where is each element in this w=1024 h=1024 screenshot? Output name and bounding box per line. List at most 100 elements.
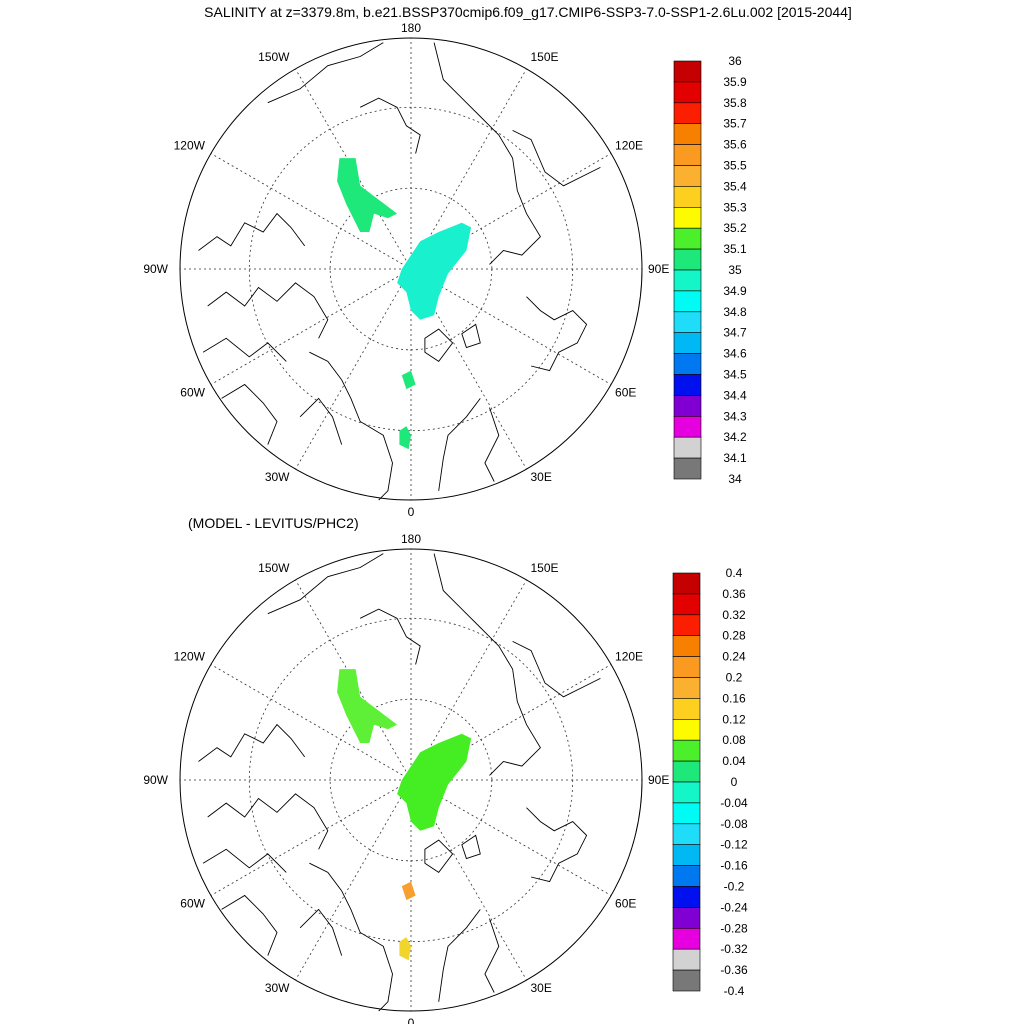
colorbar-swatch [672, 677, 701, 699]
coastline [202, 337, 287, 362]
colorbar-swatch [672, 927, 701, 950]
coastline [267, 42, 384, 104]
colorbar-tick-label: 34.3 [723, 409, 747, 423]
colorbar-swatch [672, 760, 701, 783]
colorbar-tick-label: 35.5 [723, 159, 747, 173]
colorbar-tick-label: 35.8 [723, 96, 747, 110]
colorbar-tick-label: 35.9 [723, 75, 747, 89]
longitude-label-90e: 90E [648, 262, 669, 276]
colorbar-tick-label: 36 [728, 54, 742, 68]
difference-panel-title: (MODEL - LEVITUS/PHC2) [188, 515, 359, 531]
colorbar-tick-label: -0.16 [720, 859, 748, 873]
colorbar-tick-label: 34 [728, 472, 742, 486]
coastline [202, 848, 287, 873]
longitude-label-120w: 120W [174, 650, 206, 664]
colorbar-swatch [673, 374, 702, 396]
colorbar-tick-label: 0.4 [726, 566, 743, 580]
difference-colorbar: 0.4 0.36 0.32 0.28 0.24 0.2 0.16 0.12 0.08 0.04 0 -… [672, 566, 748, 998]
coastline [461, 323, 481, 349]
colorbar-swatch [673, 81, 702, 104]
longitude-label-0: 0 [408, 1016, 415, 1024]
colorbar-tick-label: 34.9 [723, 284, 747, 298]
colorbar-tick-label: 0.12 [722, 712, 746, 726]
colorbar-swatch [673, 102, 702, 125]
coastline [207, 282, 329, 339]
colorbar-swatch [673, 207, 702, 229]
coastline [267, 553, 384, 615]
meridian-gridline [210, 268, 412, 385]
meridian-gridline [410, 268, 527, 470]
colorbar-swatch [672, 886, 701, 908]
colorbar-tick-label: 35.2 [723, 221, 747, 235]
fram-strait-patch [401, 881, 416, 901]
coastline [424, 328, 454, 363]
colorbar-swatch [672, 635, 701, 657]
meridian-gridline [295, 268, 412, 470]
colorbar-tick-label: 35.7 [723, 117, 747, 131]
greenland-sea-patch [399, 426, 411, 450]
colorbar-tick-label: -0.04 [720, 796, 748, 810]
colorbar-swatch [673, 353, 702, 375]
meridian-gridline [210, 779, 412, 896]
colorbar-tick-label: 0 [731, 775, 738, 789]
colorbar-swatch [673, 311, 702, 333]
colorbar-swatch [673, 248, 702, 271]
longitude-label-150w: 150W [258, 561, 290, 575]
eurasian-basin-patch [397, 733, 472, 831]
colorbar-tick-label: -0.4 [724, 984, 745, 998]
colorbar-swatch [673, 123, 702, 145]
greenland-sea-patch [399, 937, 411, 961]
coastline [438, 398, 481, 491]
coastline [433, 42, 541, 265]
colorbar-tick-label: 0.28 [722, 629, 746, 643]
colorbar-swatch [673, 332, 702, 354]
colorbar-tick-label: -0.32 [720, 942, 748, 956]
longitude-label-120e: 120E [615, 650, 643, 664]
colorbar-swatch [672, 844, 701, 866]
colorbar-swatch [672, 781, 701, 804]
coastline [359, 608, 421, 665]
meridian-gridline [410, 68, 527, 270]
colorbar-swatch [673, 290, 702, 313]
colorbar-tick-label: 34.2 [723, 430, 747, 444]
salinity-map-panel: 180 0 90W 90E 150W 120W 60W 30W 150E 120E 60E 30E [143, 21, 669, 519]
longitude-label-180: 180 [401, 21, 421, 35]
longitude-label-60w: 60W [180, 897, 205, 911]
colorbar-swatch [673, 395, 702, 417]
longitude-label-60w: 60W [180, 386, 205, 400]
longitude-label-30e: 30E [531, 470, 552, 484]
fram-strait-patch [401, 370, 416, 390]
colorbar-swatch [673, 415, 702, 438]
coastline [526, 296, 588, 372]
coastline [299, 397, 343, 445]
coastline [433, 553, 541, 776]
longitude-label-0: 0 [408, 505, 415, 519]
meridian-gridline [410, 779, 612, 896]
longitude-label-150w: 150W [258, 50, 290, 64]
coastline [299, 908, 343, 956]
colorbar-swatch [672, 593, 701, 616]
coastline [198, 212, 306, 251]
colorbar-swatch [673, 60, 702, 83]
coastline [198, 723, 306, 762]
longitude-label-90w: 90W [143, 262, 168, 276]
eurasian-basin-patch [397, 222, 472, 320]
salinity-colorbar: 36 35.9 35.8 35.7 35.6 35.5 35.4 35.3 35.2 35.1 35… [673, 54, 747, 486]
longitude-label-120e: 120E [615, 139, 643, 153]
longitude-label-150e: 150E [531, 561, 559, 575]
coastline [484, 407, 500, 482]
colorbar-swatch [673, 457, 702, 480]
colorbar-tick-label: 35.1 [723, 242, 747, 256]
meridian-gridline [410, 779, 527, 981]
longitude-label-60e: 60E [615, 897, 636, 911]
colorbar-swatch [673, 165, 702, 187]
coastline [512, 129, 601, 187]
canada-basin-patch [337, 158, 398, 232]
longitude-label-90e: 90E [648, 773, 669, 787]
coastline [309, 862, 343, 892]
longitude-label-30e: 30E [531, 981, 552, 995]
coastline [207, 793, 329, 850]
colorbar-tick-label: 34.7 [723, 326, 747, 340]
colorbar-tick-label: 34.6 [723, 347, 747, 361]
